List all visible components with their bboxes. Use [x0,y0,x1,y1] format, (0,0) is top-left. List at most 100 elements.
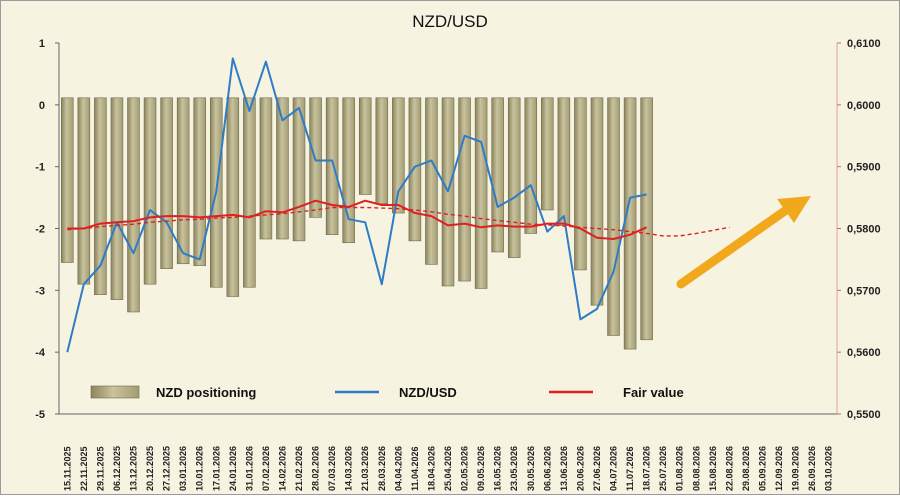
positioning-bar [574,97,587,271]
left-tick-label: 0 [39,100,45,112]
x-tick-label: 20.12.2025 [145,446,155,491]
x-tick-label: 01.08.2026 [675,446,685,491]
legend-label: Fair value [623,385,684,400]
x-tick-label: 08.08.2026 [691,446,701,491]
x-tick-label: 11.07.2026 [625,446,635,491]
x-tick-label: 29.08.2026 [741,446,751,491]
series-lines [66,57,730,353]
x-tick-label: 18.04.2026 [426,446,436,491]
x-tick-label: 27.12.2025 [162,446,172,491]
positioning-bar [640,97,653,341]
x-tick-label: 30.05.2026 [526,446,536,491]
x-tick-label: 13.12.2025 [128,446,138,491]
legend-label: NZD positioning [156,385,256,400]
legend: NZD positioning NZD/USD Fair value [90,385,684,400]
trend-arrow [676,196,811,289]
x-tick-label: 12.09.2026 [774,446,784,491]
chart-title: NZD/USD [412,12,488,31]
x-tick-label: 07.03.2026 [327,446,337,491]
x-tick-label: 15.08.2026 [708,446,718,491]
x-tick-label: 13.06.2026 [559,446,569,491]
positioning-bar [375,97,389,205]
positioning-bar [127,97,140,313]
right-tick-label: 0,5600 [847,347,881,359]
x-tick-label: 28.03.2026 [377,446,387,491]
x-tick-label: 15.11.2025 [62,446,72,491]
left-axis-ticks: 1 0 -1 -2 -3 -4 -5 [35,38,59,421]
positioning-bar [408,97,422,242]
positioning-bar [607,97,620,336]
x-tick-label: 24.01.2026 [228,446,238,491]
right-tick-label: 0,5800 [847,224,881,236]
nzdusd-line [66,57,647,353]
x-axis-ticks: 15.11.2025 22.11.2025 29.11.2025 06.12.2025… [62,446,833,491]
x-tick-label: 22.11.2025 [79,446,89,491]
positioning-bar [61,97,74,263]
positioning-bar [623,97,637,350]
positioning-bar [541,97,554,211]
x-tick-label: 11.04.2026 [410,446,420,491]
positioning-bar [160,97,173,269]
x-tick-label: 02.05.2026 [460,446,470,491]
x-tick-label: 22.08.2026 [724,446,734,491]
x-tick-label: 09.05.2026 [476,446,486,491]
x-tick-label: 31.01.2026 [244,446,254,491]
x-tick-label: 03.10.2026 [824,446,834,491]
positioning-bar [474,97,488,289]
positioning-bar [425,97,438,265]
positioning-bar [392,97,405,214]
left-tick-label: -2 [35,224,45,236]
left-tick-label: -3 [35,285,45,297]
x-tick-label: 14.03.2026 [344,446,354,491]
positioning-bar [325,97,339,235]
x-tick-label: 10.01.2026 [195,446,205,491]
x-tick-label: 23.05.2026 [509,446,519,491]
trend-arrow-head [777,196,811,223]
positioning-bar [491,97,504,253]
x-tick-label: 29.11.2025 [95,446,105,491]
x-tick-label: 03.01.2026 [178,446,188,491]
left-tick-label: -5 [35,409,45,421]
right-tick-label: 0,6000 [847,100,881,112]
positioning-bar [342,97,355,244]
positioning-bar [94,97,107,295]
x-tick-label: 14.02.2026 [277,446,287,491]
legend-label: NZD/USD [399,385,457,400]
positioning-bar [243,97,256,288]
legend-swatch-positioning [90,385,140,399]
x-tick-label: 06.06.2026 [542,446,552,491]
x-tick-label: 27.06.2026 [592,446,602,491]
positioning-bar [358,97,372,195]
x-tick-label: 28.02.2026 [311,446,321,491]
positioning-bar [176,97,190,265]
x-tick-label: 25.04.2026 [443,446,453,491]
positioning-bar [590,97,604,306]
x-tick-label: 16.05.2026 [493,446,503,491]
positioning-bar [193,97,206,266]
fair-value-line [67,199,648,240]
positioning-bar [143,97,157,285]
positioning-bar [259,97,273,240]
x-tick-label: 18.07.2026 [642,446,652,491]
x-tick-label: 21.03.2026 [360,446,370,491]
x-tick-label: 04.07.2026 [609,446,619,491]
x-tick-label: 17.01.2026 [211,446,221,491]
trend-arrow-shaft [676,203,794,289]
x-tick-label: 25.07.2026 [658,446,668,491]
positioning-bar [110,97,124,300]
right-tick-label: 0,5500 [847,409,881,421]
positioning-bar [507,97,521,258]
positioning-bar [458,97,471,282]
x-tick-label: 07.02.2026 [261,446,271,491]
x-tick-label: 06.12.2025 [112,446,122,491]
right-tick-label: 0,6100 [847,38,881,50]
positioning-bar [524,97,538,234]
x-tick-label: 19.09.2026 [791,446,801,491]
right-tick-label: 0,5700 [847,285,881,297]
positioning-bar [77,97,91,285]
positioning-bar [276,97,289,240]
x-tick-label: 21.02.2026 [294,446,304,491]
left-tick-label: 1 [39,38,45,50]
